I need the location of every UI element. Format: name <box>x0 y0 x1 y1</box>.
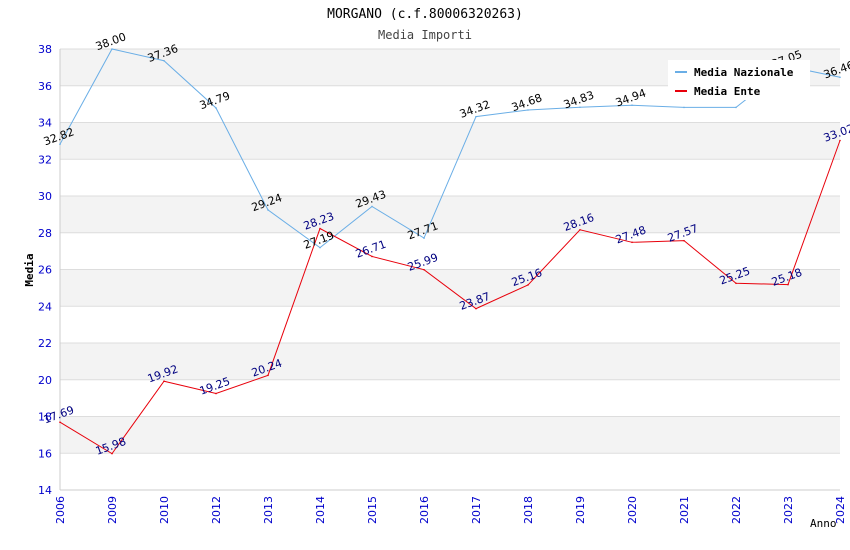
legend-label: Media Nazionale <box>694 66 794 79</box>
data-point <box>735 282 737 285</box>
x-tick-labels: 2006 2009 2010 2012 2013 2014 2015 2016 2017 2018… <box>54 496 847 524</box>
data-point <box>371 255 373 258</box>
series-line-media-nazionale <box>59 48 841 249</box>
y-tick-label: 14 <box>38 484 52 497</box>
y-tick-label: 34 <box>38 117 52 130</box>
data-point <box>267 209 269 211</box>
x-tick-label: 2022 <box>730 496 743 524</box>
data-point <box>631 241 633 244</box>
y-tick-label: 30 <box>38 190 52 203</box>
data-point <box>475 307 477 310</box>
chart-title: MORGANO (c.f.80006320263) <box>327 7 523 22</box>
data-point <box>839 139 841 142</box>
grid-band <box>60 453 840 490</box>
grid-band <box>60 232 840 270</box>
x-tick-label: 2006 <box>54 496 67 524</box>
x-tick-label: 2021 <box>678 496 691 524</box>
x-tick-label: 2010 <box>158 496 171 524</box>
data-point <box>787 283 789 286</box>
y-tick-labels: 14 16 18 20 22 24 26 28 30 32 34 36 38 <box>38 43 52 497</box>
data-point <box>631 104 633 107</box>
x-tick-label: 2018 <box>522 496 535 524</box>
grid-bands <box>59 48 840 491</box>
data-point <box>59 143 61 145</box>
data-point <box>683 106 685 109</box>
y-tick-label: 24 <box>38 300 52 313</box>
grid-band <box>60 269 840 307</box>
grid-band <box>60 306 840 343</box>
x-tick-label: 2012 <box>210 496 223 524</box>
data-point <box>111 452 113 455</box>
data-point <box>735 106 737 109</box>
data-point <box>319 246 321 249</box>
x-tick-label: 2020 <box>626 496 639 524</box>
data-point <box>423 237 425 239</box>
x-tick-label: 2024 <box>834 496 847 524</box>
data-point <box>215 107 217 109</box>
chart-subtitle: Media Importi <box>378 28 472 42</box>
grid-band <box>60 343 840 380</box>
data-point <box>527 284 529 286</box>
y-tick-label: 28 <box>38 227 52 240</box>
series-line-media-ente <box>59 140 841 455</box>
legend-label: Media Ente <box>694 85 761 98</box>
y-tick-label: 32 <box>38 153 52 166</box>
grid-band <box>60 196 840 233</box>
data-point <box>579 106 581 109</box>
data-point <box>215 392 217 395</box>
y-tick-label: 18 <box>38 411 52 424</box>
data-point <box>163 380 165 383</box>
legend-box <box>668 60 810 100</box>
data-point <box>267 374 269 377</box>
x-tick-label: 2009 <box>106 496 119 524</box>
data-point <box>683 239 685 242</box>
x-tick-label: 2023 <box>782 496 795 524</box>
x-tick-label: 2017 <box>470 496 483 524</box>
series-lines <box>59 48 841 455</box>
y-tick-label: 26 <box>38 264 52 277</box>
y-tick-label: 22 <box>38 337 52 350</box>
y-tick-label: 36 <box>38 80 52 93</box>
x-tick-label: 2014 <box>314 496 327 524</box>
y-axis-title: Media <box>23 253 36 286</box>
data-point <box>475 115 477 118</box>
data-point <box>579 229 581 231</box>
data-point <box>59 421 61 423</box>
grid-band <box>60 379 840 417</box>
x-axis-title: Anno <box>810 517 837 530</box>
y-tick-label: 16 <box>38 447 52 460</box>
data-point <box>527 109 529 111</box>
y-tick-label: 38 <box>38 43 52 56</box>
grid-band <box>60 122 840 160</box>
data-point <box>111 48 113 50</box>
data-point <box>839 76 841 79</box>
data-point <box>423 268 425 271</box>
x-tick-label: 2013 <box>262 496 275 524</box>
grid-band <box>60 416 840 454</box>
data-point <box>163 59 165 62</box>
x-tick-label: 2015 <box>366 496 379 524</box>
y-tick-label: 20 <box>38 374 52 387</box>
data-point <box>371 205 373 208</box>
x-tick-label: 2019 <box>574 496 587 524</box>
data-point <box>319 227 321 230</box>
legend: Media Nazionale Media Ente <box>668 60 810 100</box>
x-tick-label: 2016 <box>418 496 431 524</box>
